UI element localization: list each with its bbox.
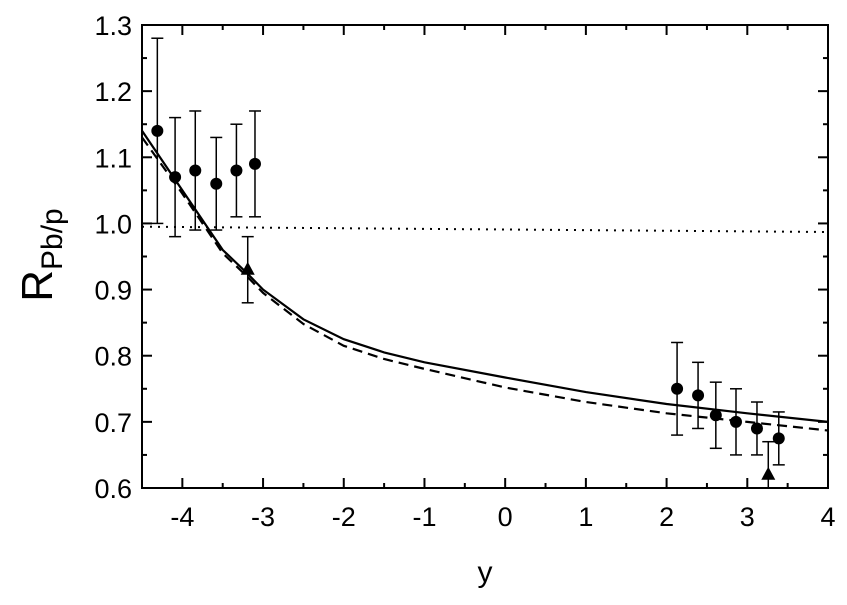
circle-marker xyxy=(772,432,785,445)
x-tick-label: -4 xyxy=(170,502,194,532)
data-point xyxy=(248,110,261,218)
data-point xyxy=(750,401,763,456)
data-point xyxy=(772,411,785,466)
data-point xyxy=(240,235,255,304)
dotted-curve xyxy=(141,225,829,233)
circle-marker xyxy=(210,177,223,190)
circle-marker xyxy=(692,389,705,402)
y-axis-label-subscript: Pb/p xyxy=(36,208,69,270)
data-point xyxy=(729,388,742,456)
y-tick-label: 0.7 xyxy=(94,408,132,438)
x-tick-label: 4 xyxy=(820,502,835,532)
y-axis-label: RPb/p xyxy=(13,208,69,302)
y-tick-label: 1.2 xyxy=(94,77,132,107)
x-tick-label: -3 xyxy=(251,502,275,532)
circle-marker xyxy=(169,171,182,184)
circle-marker xyxy=(248,157,261,170)
data-point xyxy=(692,361,705,430)
x-tick-label: -1 xyxy=(412,502,436,532)
circle-marker xyxy=(230,164,243,177)
data-points xyxy=(151,37,785,489)
x-tick-label: 1 xyxy=(578,502,593,532)
x-tick-label: 3 xyxy=(740,502,755,532)
data-point xyxy=(709,381,722,450)
data-point xyxy=(189,110,202,231)
solid-curve xyxy=(141,130,829,423)
triangle-marker xyxy=(240,261,255,275)
x-tick-label: 0 xyxy=(498,502,513,532)
circle-marker xyxy=(671,382,684,395)
circle-marker xyxy=(189,164,202,177)
data-point xyxy=(151,37,164,225)
triangle-marker xyxy=(761,466,776,480)
x-tick-label: 2 xyxy=(659,502,674,532)
data-point xyxy=(210,136,223,231)
plot-frame xyxy=(141,24,829,489)
x-tick-label: -2 xyxy=(332,502,356,532)
x-axis-label: y xyxy=(478,556,493,589)
circle-marker xyxy=(151,124,164,137)
circle-marker xyxy=(709,409,722,422)
y-tick-label: 0.9 xyxy=(94,276,132,306)
curves xyxy=(141,130,829,432)
circle-marker xyxy=(729,415,742,428)
ticks: -4 -3 -2 -1 0 1 2 3 4 0.6 0.7 0.8 0.9 1.0 1.1 1.2 1.3 xyxy=(94,11,835,532)
y-tick-label: 0.6 xyxy=(94,474,132,504)
y-tick-label: 1.1 xyxy=(94,143,132,173)
y-tick-label: 1.0 xyxy=(94,209,132,239)
y-tick-label: 1.3 xyxy=(94,11,132,41)
circle-marker xyxy=(750,422,763,435)
data-point xyxy=(671,341,684,436)
data-point xyxy=(230,123,243,218)
dashed-curve xyxy=(141,136,829,432)
data-point xyxy=(169,116,182,238)
y-tick-label: 0.8 xyxy=(94,342,132,372)
